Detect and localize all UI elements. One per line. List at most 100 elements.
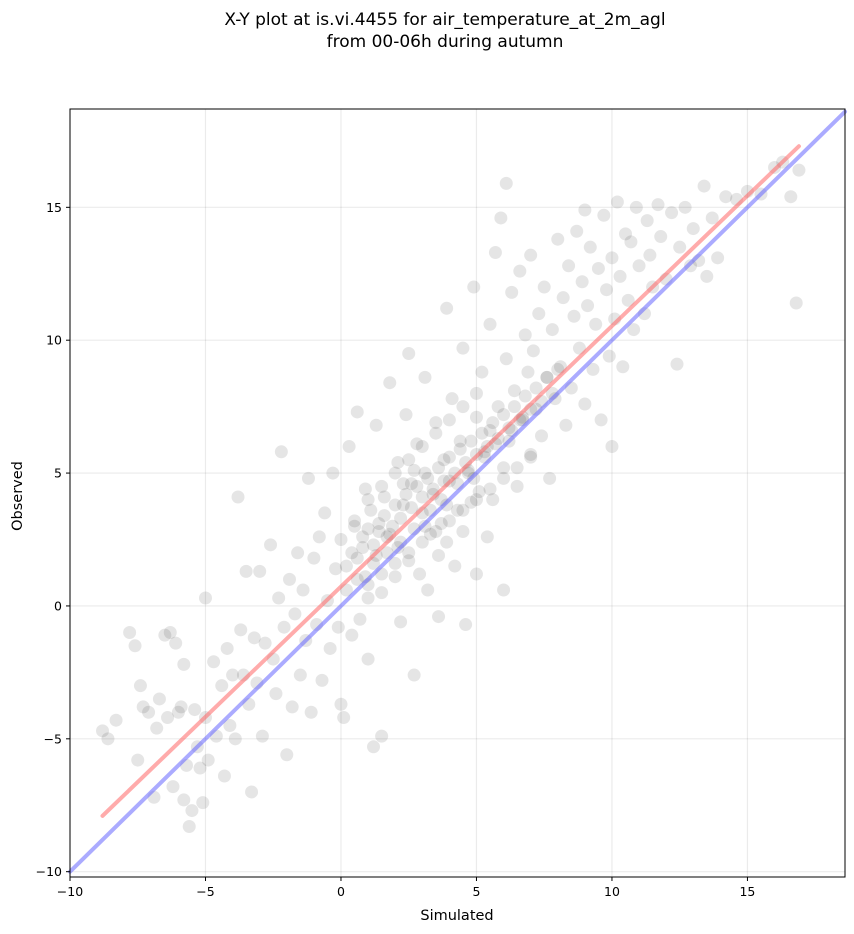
scatter-point	[334, 697, 348, 711]
scatter-point	[507, 400, 521, 414]
scatter-point	[469, 493, 483, 507]
scatter-point	[529, 381, 543, 395]
scatter-point	[442, 413, 456, 427]
identity-line-blue	[68, 109, 847, 874]
scatter-point	[478, 445, 492, 459]
scatter-point	[185, 804, 199, 818]
scatter-point	[239, 564, 253, 578]
scatter-point	[497, 461, 511, 475]
scatter-point	[678, 200, 692, 214]
scatter-point	[583, 240, 597, 254]
scatter-point	[402, 546, 416, 560]
chart-title-line-2: from 00-06h during autumn	[327, 32, 564, 52]
scatter-point	[348, 514, 362, 528]
fit-line-red	[100, 144, 801, 818]
scatter-point	[586, 362, 600, 376]
scatter-point	[423, 527, 437, 541]
scatter-point	[272, 591, 286, 605]
scatter-point	[383, 376, 397, 390]
scatter-point	[315, 673, 329, 687]
scatter-point	[629, 200, 643, 214]
y-tick-label: −10	[36, 864, 62, 879]
grid	[69, 109, 845, 877]
scatter-point	[274, 445, 288, 459]
scatter-point	[429, 416, 443, 430]
scatter-point	[288, 607, 302, 621]
scatter-point	[372, 525, 386, 539]
scatter-point	[467, 280, 481, 294]
scatter-point	[388, 570, 402, 584]
scatter-point	[388, 556, 402, 570]
scatter-point	[101, 732, 115, 746]
scatter-point	[269, 687, 283, 701]
scatter-point	[497, 583, 511, 597]
scatter-point	[415, 490, 429, 504]
scatter-point	[469, 410, 483, 424]
chart-title-line-1: X-Y plot at is.vi.4455 for air_temperatu…	[224, 10, 665, 30]
x-tick-label: 10	[604, 884, 620, 899]
scatter-point	[459, 618, 473, 632]
scatter-point	[440, 301, 454, 315]
scatter-point	[497, 471, 511, 485]
scatter-point	[366, 740, 380, 754]
scatter-point	[421, 471, 435, 485]
scatter-point	[391, 455, 405, 469]
scatter-point	[228, 732, 242, 746]
x-tick-label: 15	[739, 884, 755, 899]
scatter-point	[673, 240, 687, 254]
scatter-point	[158, 628, 172, 642]
scatter-point	[719, 190, 733, 204]
scatter-point	[491, 400, 505, 414]
scatter-point	[491, 432, 505, 446]
scatter-point	[535, 429, 549, 443]
scatter-point	[578, 397, 592, 411]
scatter-point	[562, 259, 576, 273]
scatter-point	[307, 551, 321, 565]
scatter-point	[407, 463, 421, 477]
scatter-point	[432, 461, 446, 475]
scatter-point	[201, 753, 215, 767]
scatter-point	[483, 424, 497, 438]
scatter-point	[182, 820, 196, 834]
scatter-point	[621, 293, 635, 307]
scatter-point	[670, 357, 684, 371]
scatter-point	[570, 224, 584, 238]
scatter-point	[591, 261, 605, 275]
scatter-point	[483, 317, 497, 331]
scatter-point	[559, 418, 573, 432]
scatter-point	[312, 530, 326, 544]
scatter-point	[375, 586, 389, 600]
scatter-point	[396, 477, 410, 491]
scatter-point	[369, 418, 383, 432]
x-tick-label: −10	[57, 884, 83, 899]
scatter-point	[296, 583, 310, 597]
y-tick-label: 15	[46, 200, 62, 215]
scatter-point	[318, 506, 332, 520]
scatter-point	[133, 679, 147, 693]
scatter-point	[597, 208, 611, 222]
scatter-point	[429, 525, 443, 539]
scatter-point	[456, 341, 470, 355]
scatter-point	[377, 509, 391, 523]
scatter-point	[448, 559, 462, 573]
scatter-point	[632, 259, 646, 273]
scatter-point	[385, 519, 399, 533]
scatter-point	[339, 559, 353, 573]
y-tick-label: 0	[54, 598, 62, 613]
scatter-point	[556, 291, 570, 305]
scatter-point	[337, 711, 351, 725]
scatter-point	[413, 567, 427, 581]
scatter-point	[469, 386, 483, 400]
scatter-point	[277, 620, 291, 634]
scatter-point	[581, 299, 595, 313]
scatter-point	[600, 283, 614, 297]
scatter-point	[521, 365, 535, 379]
scatter-point	[388, 498, 402, 512]
scatter-point	[329, 562, 343, 576]
scatter-point	[472, 485, 486, 499]
scatter-point	[109, 713, 123, 727]
scatter-point	[353, 612, 367, 626]
scatter-point	[432, 610, 446, 624]
scatter-point	[510, 461, 524, 475]
scatter-point	[331, 620, 345, 634]
